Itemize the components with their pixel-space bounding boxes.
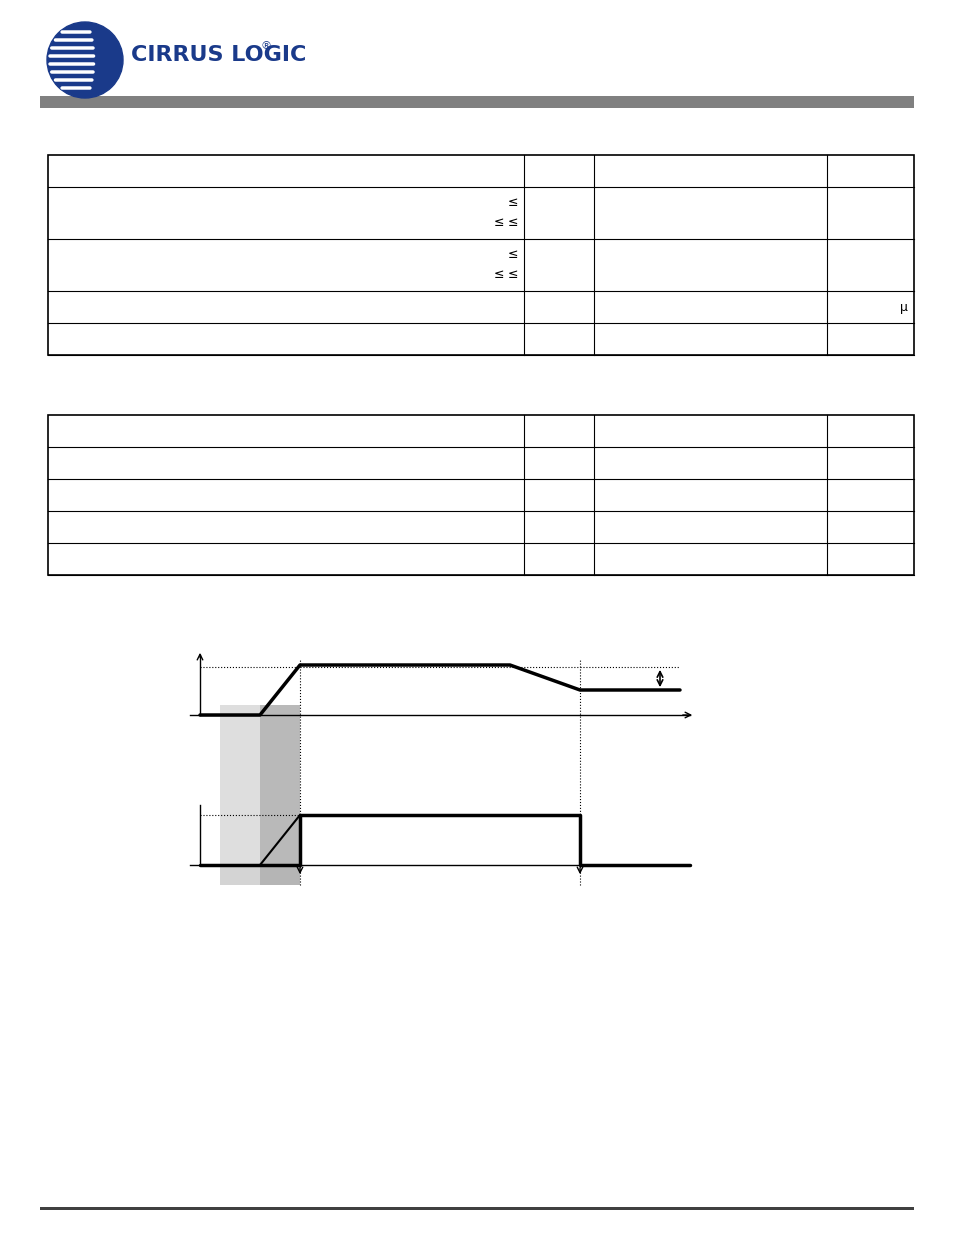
Text: ≤: ≤	[494, 268, 504, 282]
Bar	[40, 1207, 913, 1210]
Text: ≤: ≤	[507, 196, 517, 210]
Text: ≤: ≤	[507, 268, 517, 282]
Bar	[260, 705, 299, 885]
Circle shape	[47, 22, 123, 98]
Bar	[220, 705, 299, 885]
Text: ≤: ≤	[507, 216, 517, 230]
Text: ≤: ≤	[507, 248, 517, 262]
Bar	[40, 96, 913, 107]
Text: CIRRUS LOGIC: CIRRUS LOGIC	[131, 44, 306, 65]
Bar	[48, 415, 913, 576]
Bar	[220, 864, 299, 885]
Text: μ: μ	[900, 300, 907, 314]
Text: ®: ®	[261, 41, 272, 51]
Bar	[48, 156, 913, 354]
Text: ≤: ≤	[494, 216, 504, 230]
Bar	[260, 864, 299, 885]
